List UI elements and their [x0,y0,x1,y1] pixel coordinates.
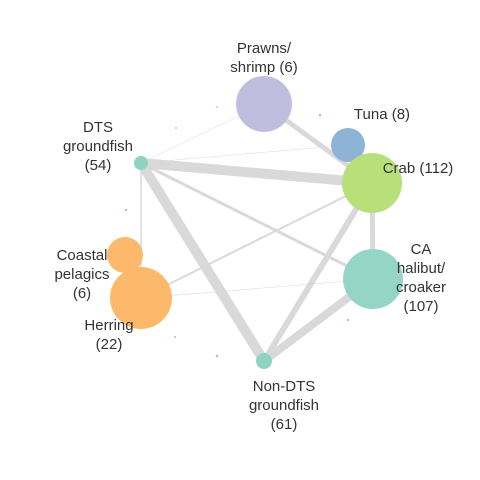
node-tuna [331,128,365,162]
stray-dot [347,319,349,321]
node-label-line: Tuna (8) [354,106,410,123]
node-label-herring: Herring (22) [84,317,133,353]
edge-dts-non_dts [136,160,269,364]
node-label-line: (61) [271,416,298,433]
node-label-line: DTS [83,119,113,136]
node-label-line: (107) [403,298,438,315]
node-label-non_dts: Non-DTS groundfish (61) [249,378,319,433]
edge-herring-crab [140,182,373,299]
node-label-coastal: Coastal pelagics (6) [54,247,109,302]
stray-dot [319,114,321,116]
node-dts [134,156,148,170]
edge-dts-tuna [140,144,349,164]
edge-non_dts-crab [261,181,375,363]
node-crab [342,153,402,213]
edge-dts-crab [140,158,373,188]
node-label-line: croaker [396,279,446,296]
node-label-line: (6) [73,285,91,302]
node-coastal [107,237,143,273]
node-label-line: Non-DTS [253,378,316,395]
node-label-line: Herring [84,317,133,334]
node-label-line: Crab (112) [383,160,454,177]
node-label-crab: Crab (112) [383,160,454,177]
node-label-line: pelagics [54,266,109,283]
node-label-line: Coastal [57,247,108,264]
node-label-tuna: Tuna (8) [354,106,410,123]
node-label-line: groundfish [249,397,319,414]
edge-dts-ca_halibut [140,161,374,281]
stray-dot [125,209,127,211]
node-label-ca_halibut: CA halibut/croaker (107) [396,241,446,315]
node-label-line: (54) [85,157,112,174]
node-label-line: Prawns/ [237,40,292,57]
stray-dots [125,106,349,357]
stray-dot [216,355,218,357]
node-label-line: CA [411,241,432,258]
node-non_dts [256,353,272,369]
node-label-dts: DTS groundfish (54) [63,119,133,174]
node-label-prawns: Prawns/shrimp (6) [230,40,298,76]
node-ca_halibut [343,249,403,309]
node-prawns [236,76,292,132]
stray-dot [174,336,176,338]
stray-dot [216,106,218,108]
node-label-line: (22) [96,336,123,353]
node-herring [110,267,172,329]
labels-layer: Prawns/shrimp (6) Tuna (8) Crab (112) CA hal… [54,40,453,433]
edge-herring-ca_halibut [140,278,374,299]
stray-dot [175,127,177,129]
node-label-line: shrimp (6) [230,59,298,76]
nodes-layer [107,76,403,369]
node-label-line: halibut/ [397,260,446,277]
node-label-line: groundfish [63,138,133,155]
